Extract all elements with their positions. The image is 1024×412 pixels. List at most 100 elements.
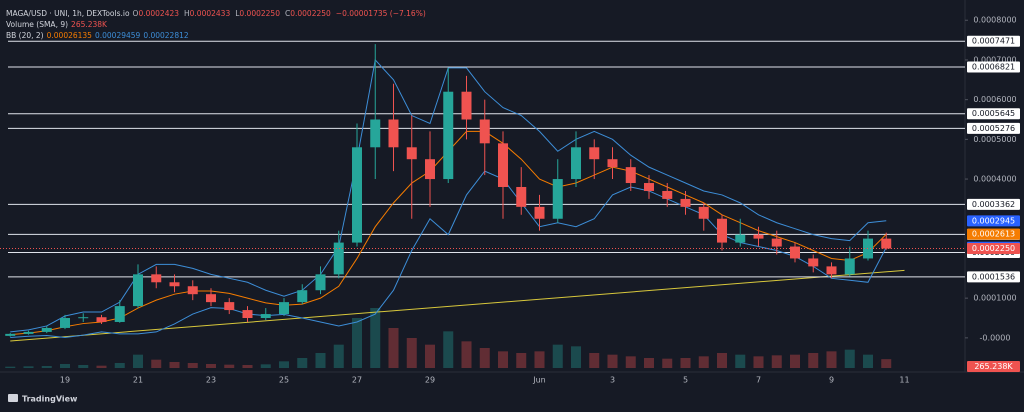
volume-bar bbox=[571, 346, 581, 368]
ohlc-item: O0.0002423 bbox=[133, 9, 182, 18]
candle-body bbox=[771, 238, 782, 247]
candles bbox=[5, 44, 892, 337]
y-tick-label: 0.0007000 bbox=[973, 55, 1016, 64]
candle-body bbox=[698, 206, 709, 219]
candle-body bbox=[96, 317, 107, 322]
candle-body bbox=[78, 317, 89, 319]
marker-label: 0.0002945 bbox=[972, 216, 1015, 225]
volume-label: Volume (SMA, 9) bbox=[6, 20, 69, 29]
volume-bar bbox=[5, 366, 16, 368]
candle-body bbox=[5, 333, 16, 336]
bb-value: 0.00026135 bbox=[46, 31, 92, 40]
bb-value: 0.00029459 bbox=[94, 31, 141, 40]
ohlc-key: L bbox=[235, 9, 240, 18]
volume-bar bbox=[114, 363, 125, 368]
legend-row: BB (20, 2) 0.00026135 0.00029459 0.00022812 bbox=[6, 30, 429, 41]
volume-bar bbox=[406, 338, 417, 368]
volume-bar bbox=[826, 351, 837, 368]
candle-body bbox=[333, 242, 344, 275]
candle-body bbox=[425, 159, 435, 180]
volume-bar bbox=[534, 351, 545, 368]
candle-body bbox=[370, 119, 381, 148]
volume-bar bbox=[279, 361, 289, 368]
trendline bbox=[10, 269, 905, 342]
candle-body bbox=[461, 91, 472, 120]
candle-body bbox=[443, 91, 454, 180]
candle-body bbox=[534, 206, 545, 219]
volume-bar bbox=[881, 359, 892, 368]
ohlc-key: H bbox=[184, 9, 190, 18]
volume-bar bbox=[753, 356, 764, 368]
volume-bar bbox=[297, 358, 308, 368]
ohlc-value: 0.0002433 bbox=[189, 9, 231, 18]
volume-bar bbox=[206, 364, 216, 368]
volume-bar bbox=[479, 348, 490, 368]
volume-bar bbox=[151, 359, 162, 368]
volume-bar bbox=[717, 353, 727, 368]
level-box bbox=[967, 271, 1020, 283]
candle-body bbox=[644, 183, 654, 191]
candle-body bbox=[151, 274, 162, 283]
volume-bar bbox=[607, 354, 618, 368]
candle-body bbox=[224, 302, 235, 311]
volume-bar bbox=[23, 366, 34, 368]
volume-bar bbox=[370, 308, 381, 368]
y-tick-label: 0.0004000 bbox=[973, 175, 1016, 184]
candle-body bbox=[406, 147, 417, 160]
volume-bar bbox=[187, 363, 198, 368]
legend-row: Volume (SMA, 9) 265.238K bbox=[6, 19, 429, 30]
volume-bar bbox=[552, 344, 563, 368]
candle-body bbox=[607, 159, 618, 168]
volume-bar bbox=[808, 353, 819, 368]
volume-bar bbox=[60, 364, 70, 368]
volume-bar bbox=[625, 356, 636, 368]
volume-bar bbox=[662, 358, 673, 368]
candle-body bbox=[297, 290, 308, 303]
candle-body bbox=[260, 314, 271, 319]
volume-value-label: 265.238K bbox=[974, 362, 1013, 371]
candle-body bbox=[60, 318, 70, 328]
candle-body bbox=[753, 234, 764, 239]
volume-bar bbox=[333, 344, 344, 368]
candle-body bbox=[717, 218, 727, 243]
level-label: 0.0005276 bbox=[972, 124, 1015, 133]
marker-label: 0.0002613 bbox=[972, 230, 1015, 239]
volume-bar bbox=[589, 353, 600, 368]
y-tick-label: 0.0006000 bbox=[973, 95, 1016, 104]
volume-bar bbox=[78, 365, 89, 368]
candle-body bbox=[808, 258, 819, 267]
level-box bbox=[967, 122, 1020, 134]
x-tick-label: 27 bbox=[352, 376, 362, 385]
legend: MAGA/USD · UNI, 1h, DEXTools.io O0.000242… bbox=[6, 8, 429, 41]
x-tick-label: 5 bbox=[683, 376, 688, 385]
volume-bar bbox=[644, 358, 654, 368]
candle-body bbox=[516, 186, 527, 207]
x-tick-label: 21 bbox=[133, 376, 143, 385]
volume-bar bbox=[133, 354, 143, 368]
marker-label: 0.0002250 bbox=[972, 244, 1015, 253]
volume-bar bbox=[41, 366, 52, 368]
x-tick-label: 25 bbox=[279, 376, 289, 385]
x-tick-label: 11 bbox=[899, 376, 909, 385]
candle-body bbox=[680, 198, 691, 207]
volume-bar bbox=[352, 318, 362, 368]
candle-body bbox=[187, 286, 198, 295]
candle-body bbox=[479, 119, 490, 144]
marker-box bbox=[967, 228, 1020, 240]
level-label: 0.0003362 bbox=[972, 200, 1015, 209]
x-tick-label: 9 bbox=[829, 376, 834, 385]
volume-bar bbox=[863, 354, 873, 368]
x-tick-label: 29 bbox=[425, 376, 435, 385]
volume-bar bbox=[443, 331, 454, 368]
level-box bbox=[967, 198, 1020, 210]
candle-body bbox=[571, 147, 581, 180]
volume-bar bbox=[425, 344, 435, 368]
change: −0.00001735 (−7.16%) bbox=[335, 9, 426, 18]
candle-body bbox=[844, 258, 855, 275]
candle-body bbox=[315, 274, 326, 291]
ohlc-value: 0.0002250 bbox=[239, 9, 280, 18]
candle-body bbox=[388, 119, 399, 148]
volume-bar bbox=[771, 355, 782, 368]
candle-body bbox=[589, 147, 600, 160]
